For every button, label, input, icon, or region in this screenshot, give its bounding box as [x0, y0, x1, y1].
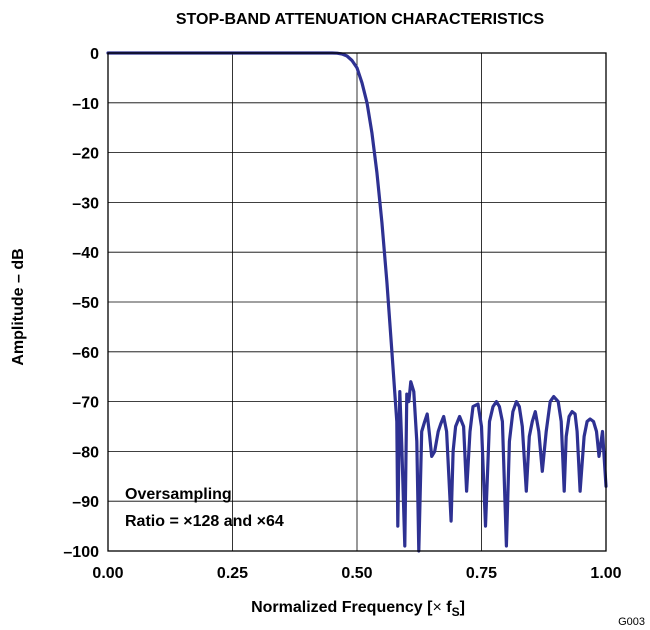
annotation: Oversampling Ratio = ×128 and ×64 [125, 486, 284, 530]
x-tick-label: 0.50 [341, 565, 372, 582]
series-line [106, 51, 608, 553]
y-tick-label: –10 [72, 96, 99, 113]
x-axis-label-subscript: S [452, 605, 460, 619]
y-tick-label: –60 [72, 345, 99, 362]
x-axis-label-f: f [442, 599, 452, 616]
annotation-line-1: Oversampling [125, 486, 232, 503]
y-axis-ticks: 0 –10 –20 –30 –40 –50 –60 –70 –80 –90 –100 [63, 46, 99, 561]
y-tick-label: –70 [72, 395, 99, 412]
x-axis-label-times: × [432, 599, 441, 616]
y-tick-label: –30 [72, 195, 99, 212]
annotation-line-2: Ratio = ×128 and ×64 [125, 513, 284, 530]
chart-title: STOP-BAND ATTENUATION CHARACTERISTICS [176, 11, 545, 28]
y-tick-label: –90 [72, 494, 99, 511]
y-tick-label: –100 [63, 544, 99, 561]
x-tick-label: 0.25 [217, 565, 248, 582]
x-axis-label: Normalized Frequency [× fS] [251, 599, 465, 619]
plot-frame [107, 52, 607, 552]
x-tick-label: 0.75 [466, 565, 497, 582]
y-axis-label: Amplitude – dB [10, 248, 27, 365]
x-axis-label-main: Normalized Frequency [ [251, 599, 433, 616]
figure-id: G003 [618, 616, 645, 628]
x-axis-ticks: 0.00 0.25 0.50 0.75 1.00 [92, 565, 621, 582]
y-tick-label: 0 [90, 46, 99, 63]
y-tick-label: –20 [72, 146, 99, 163]
x-tick-label: 0.00 [92, 565, 123, 582]
x-axis-label-close: ] [460, 599, 465, 616]
y-tick-label: –80 [72, 444, 99, 461]
y-tick-label: –40 [72, 245, 99, 262]
grid [107, 52, 607, 552]
x-tick-label: 1.00 [590, 565, 621, 582]
y-tick-label: –50 [72, 295, 99, 312]
